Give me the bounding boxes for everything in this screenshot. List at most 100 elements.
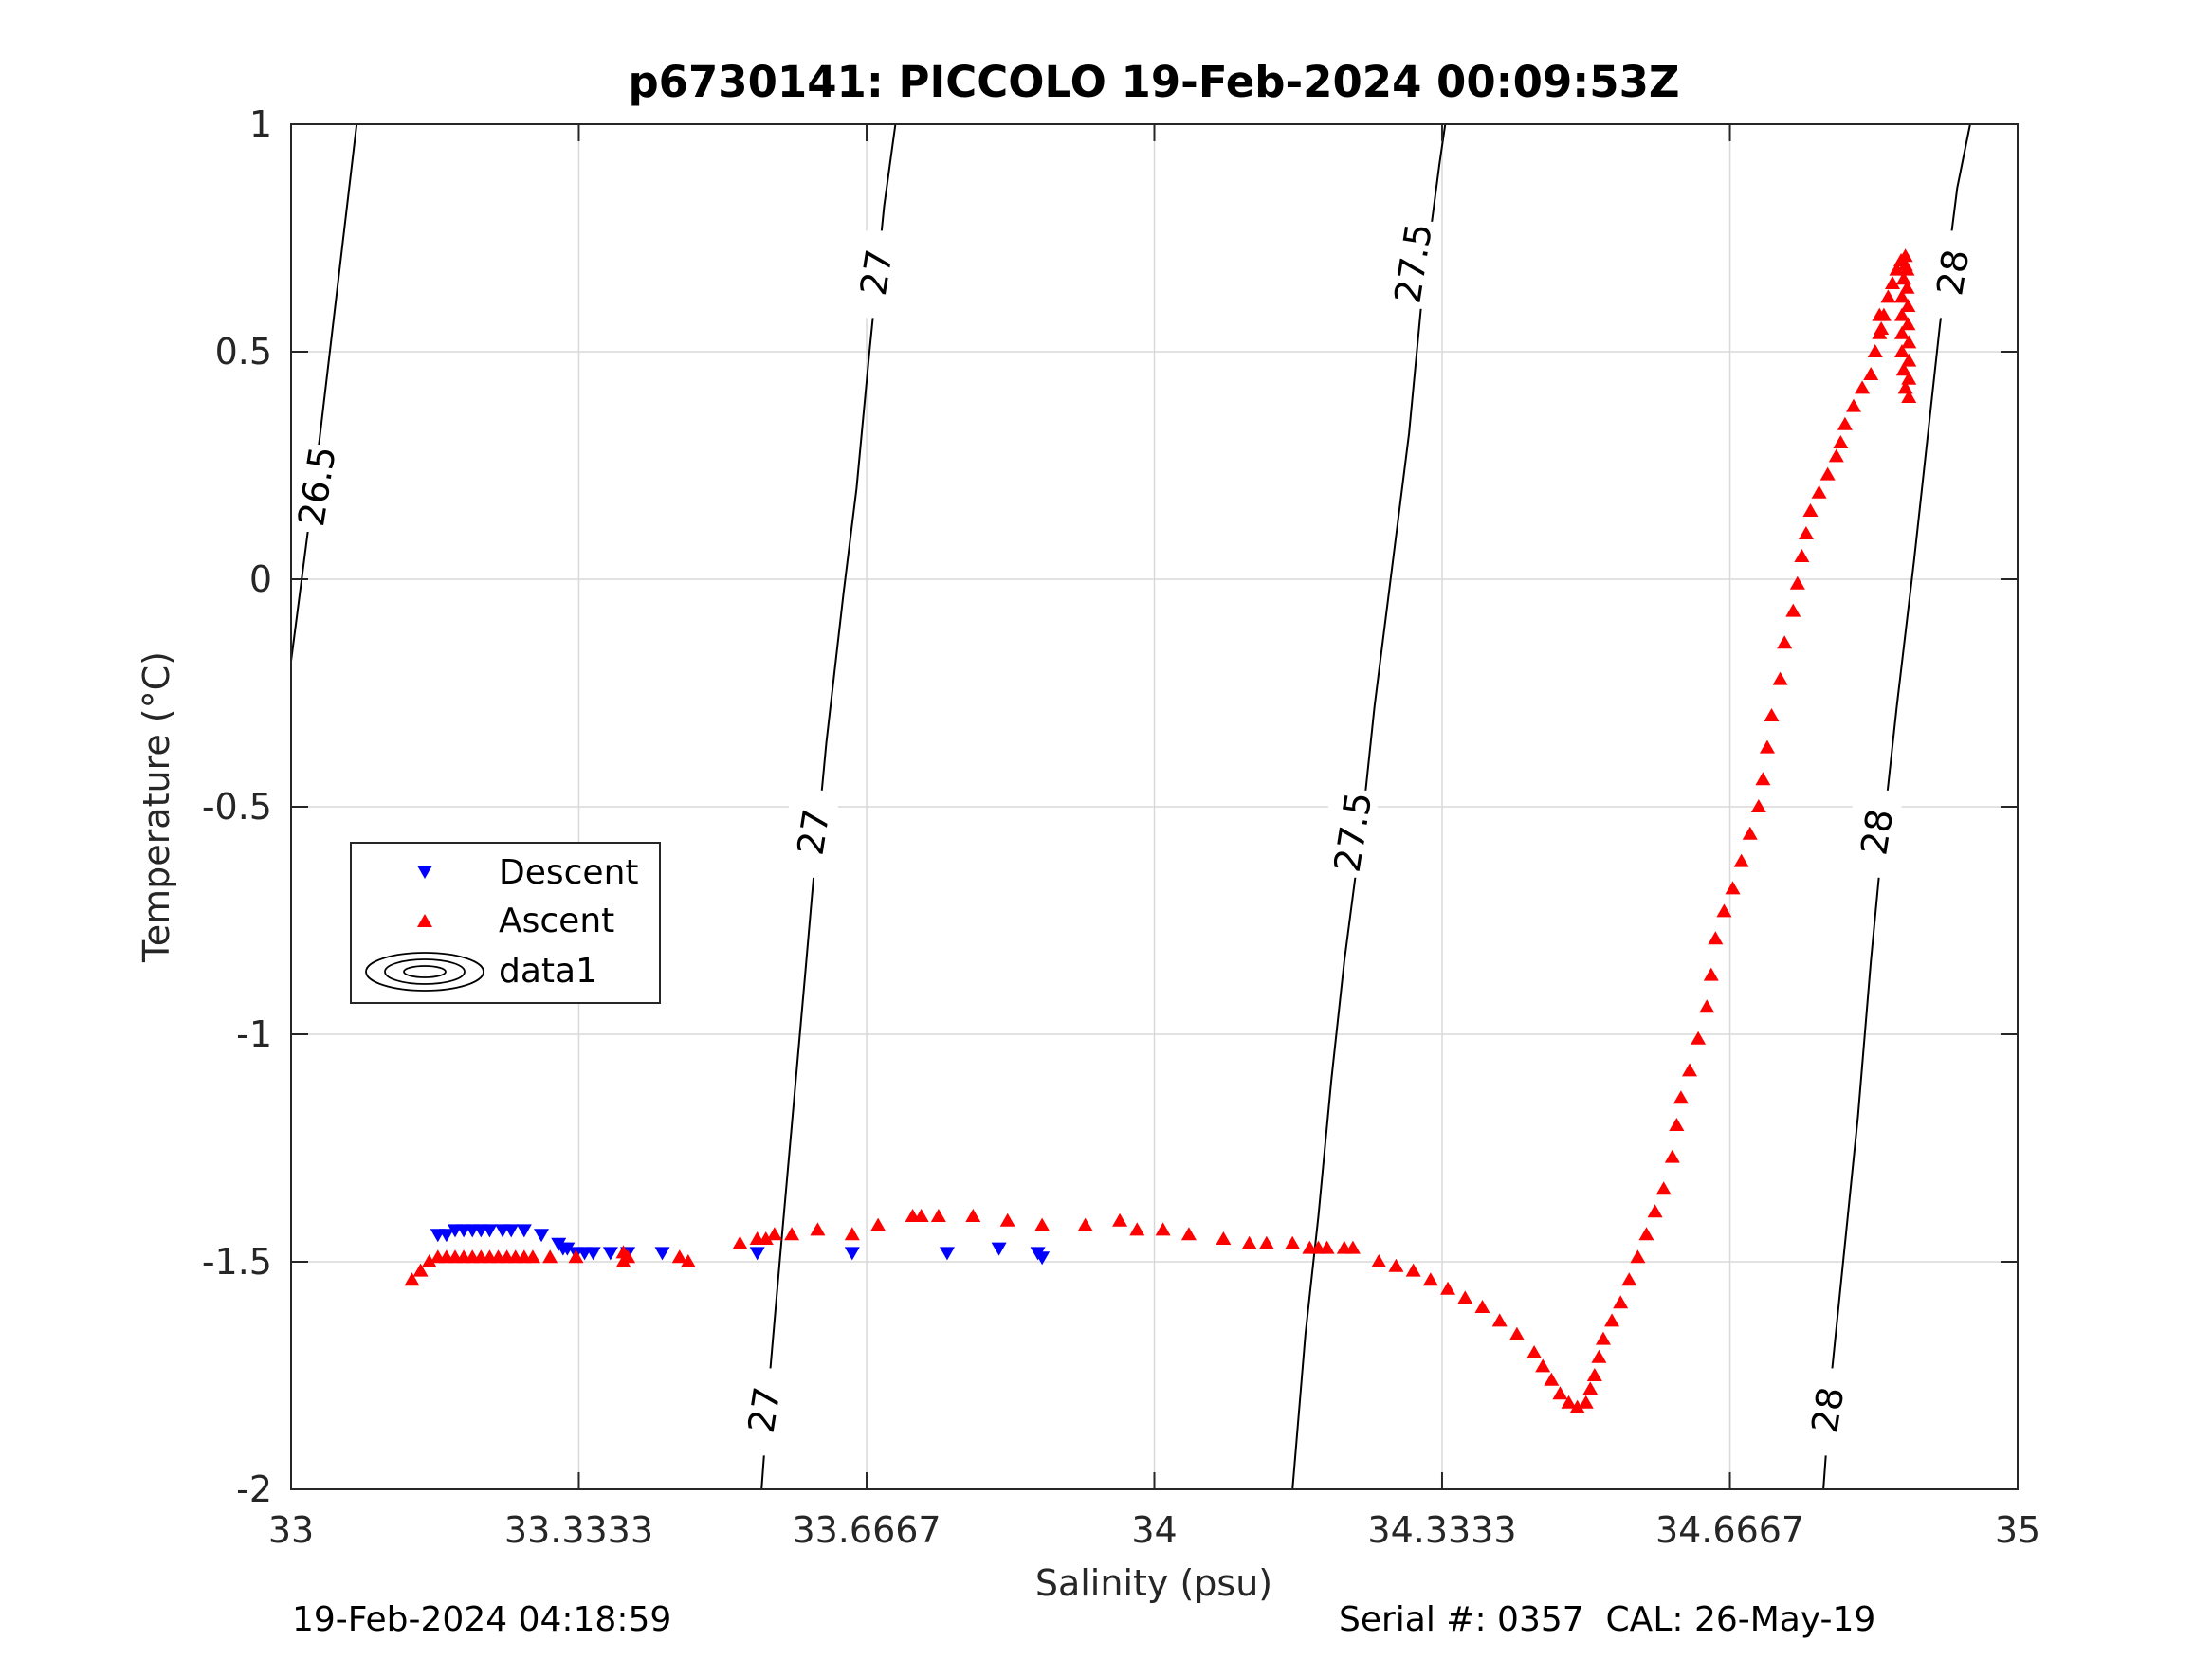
ascent-point xyxy=(1900,299,1916,312)
ascent-point xyxy=(1682,1063,1698,1077)
ascent-point xyxy=(1552,1386,1568,1400)
ascent-point xyxy=(1759,739,1775,754)
contour-label-bg xyxy=(739,1368,789,1456)
ascent-point xyxy=(1846,398,1862,412)
legend-ascent-marker xyxy=(417,914,432,927)
x-tick-label: 34.3333 xyxy=(1367,1509,1516,1551)
ascent-point xyxy=(1837,416,1853,430)
ascent-point xyxy=(913,1209,929,1222)
ascent-point xyxy=(1112,1212,1128,1227)
x-tick-label: 33.6667 xyxy=(792,1509,941,1551)
ascent-point xyxy=(1798,526,1814,539)
ascent-point xyxy=(1802,503,1819,517)
ascent-point xyxy=(1388,1258,1404,1272)
chart-title: p6730141: PICCOLO 19-Feb-2024 00:09:53Z xyxy=(628,57,1679,107)
ascent-point xyxy=(1733,853,1749,867)
y-axis-label: Temperature (°C) xyxy=(136,651,177,963)
ascent-point xyxy=(1708,931,1724,945)
ascent-point xyxy=(1422,1272,1438,1286)
descent-point xyxy=(602,1247,618,1261)
descent-point xyxy=(991,1242,1007,1256)
ascent-point xyxy=(758,1231,774,1245)
legend-contour-icon xyxy=(365,952,484,992)
ascent-point xyxy=(1819,466,1836,481)
ascent-point xyxy=(1582,1381,1599,1395)
ascent-point xyxy=(1673,1090,1689,1104)
legend-descent-marker xyxy=(417,866,432,879)
legend-ascent-label: Ascent xyxy=(499,902,614,940)
ascent-point xyxy=(1794,549,1810,562)
ascent-point xyxy=(1867,344,1883,357)
legend-data1-label: data1 xyxy=(499,952,597,991)
ascent-point xyxy=(1655,1181,1672,1195)
ascent-point xyxy=(1777,635,1793,649)
ascent-point xyxy=(844,1227,860,1241)
ascent-point xyxy=(1569,1399,1585,1413)
ascent-point xyxy=(784,1227,800,1241)
contour-label: 28 xyxy=(1803,1384,1852,1436)
descent-point xyxy=(585,1247,601,1261)
ascent-point xyxy=(1216,1231,1232,1245)
contour-label: 27 xyxy=(790,806,838,858)
y-tick-label: -0.5 xyxy=(202,786,272,828)
ascent-point xyxy=(1725,881,1741,895)
ascent-point xyxy=(1440,1281,1456,1295)
descent-point xyxy=(503,1224,520,1238)
descent-point xyxy=(516,1224,532,1238)
ascent-point xyxy=(1621,1272,1637,1286)
ascent-point xyxy=(1699,999,1715,1013)
ascent-point xyxy=(1901,353,1917,367)
ascent-point xyxy=(1630,1249,1646,1264)
ascent-point xyxy=(930,1209,946,1222)
data-points xyxy=(404,248,1917,1413)
ascent-point xyxy=(1508,1326,1525,1340)
y-tick-label: 0 xyxy=(249,558,272,600)
footer-timestamp: 19-Feb-2024 04:18:59 xyxy=(292,1600,672,1639)
ascent-point xyxy=(1863,367,1879,380)
ascent-point xyxy=(680,1254,696,1267)
descent-point xyxy=(1034,1251,1051,1266)
ascent-point xyxy=(1535,1358,1551,1373)
contour-label: 28 xyxy=(1853,806,1901,858)
ascent-point xyxy=(810,1222,826,1236)
ascent-point xyxy=(1895,362,1911,376)
ascent-point xyxy=(1638,1227,1654,1241)
contour-label-bg xyxy=(788,790,838,878)
ascent-point xyxy=(1319,1240,1335,1254)
x-tick-label: 33.3333 xyxy=(504,1509,653,1551)
descent-point xyxy=(844,1247,860,1261)
ascent-point xyxy=(671,1249,687,1264)
y-tick-label: -1.5 xyxy=(202,1241,272,1283)
ascent-point xyxy=(1899,280,1915,294)
ascent-point xyxy=(870,1217,887,1231)
ascent-point xyxy=(1893,289,1910,303)
descent-point xyxy=(534,1229,550,1243)
descent-point xyxy=(749,1247,765,1261)
y-tick-label: 1 xyxy=(249,103,272,145)
legend-box xyxy=(350,842,661,1004)
ascent-point xyxy=(1901,335,1917,349)
contour-label-bg xyxy=(1388,221,1438,309)
ascent-point xyxy=(1833,435,1849,448)
ascent-point xyxy=(1595,1331,1611,1345)
ascent-point xyxy=(1544,1372,1560,1386)
ascent-point xyxy=(1129,1222,1145,1236)
ascent-point xyxy=(1828,448,1844,463)
ascent-point xyxy=(1077,1217,1093,1231)
ascent-point xyxy=(999,1212,1015,1227)
ascent-point xyxy=(412,1263,429,1277)
ascent-point xyxy=(1586,1368,1602,1381)
ascent-point xyxy=(524,1249,540,1264)
contour-label-bg xyxy=(1802,1368,1853,1456)
descent-point xyxy=(654,1247,670,1261)
ascent-point xyxy=(1491,1313,1508,1327)
descent-point xyxy=(559,1242,576,1256)
ascent-point xyxy=(1872,307,1888,321)
contour-label: 28 xyxy=(1929,246,1977,299)
ascent-point xyxy=(1180,1227,1197,1241)
ascent-point xyxy=(1034,1217,1051,1231)
ascent-point xyxy=(568,1249,584,1264)
ascent-point xyxy=(1561,1395,1577,1409)
